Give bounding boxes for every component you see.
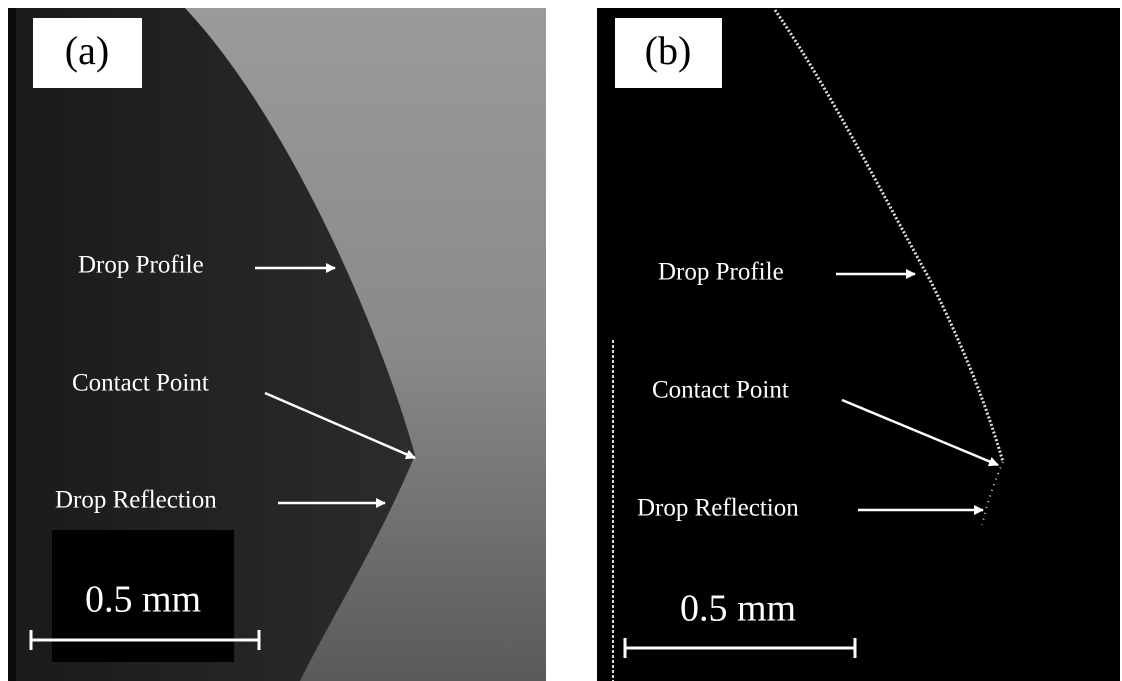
figure: (a) Drop Profile Contact Point Drop Refl… [0, 0, 1122, 681]
image-background [597, 8, 1120, 681]
panel-label: (b) [645, 28, 692, 73]
panel-b: (b) Drop Profile Contact Point Drop Refl… [597, 8, 1120, 681]
scale-label: 0.5 mm [85, 579, 201, 621]
edge [8, 8, 16, 681]
annotation: Contact Point [652, 377, 789, 404]
panel-label: (a) [65, 28, 109, 73]
annotation: Drop Profile [78, 252, 204, 279]
annotation: Contact Point [72, 370, 209, 397]
scale-label: 0.5 mm [680, 588, 796, 630]
annotation: Drop Profile [658, 259, 784, 286]
annotation: Drop Reflection [637, 495, 799, 522]
annotation: Drop Reflection [55, 487, 217, 514]
panel-a: (a) Drop Profile Contact Point Drop Refl… [8, 8, 546, 681]
